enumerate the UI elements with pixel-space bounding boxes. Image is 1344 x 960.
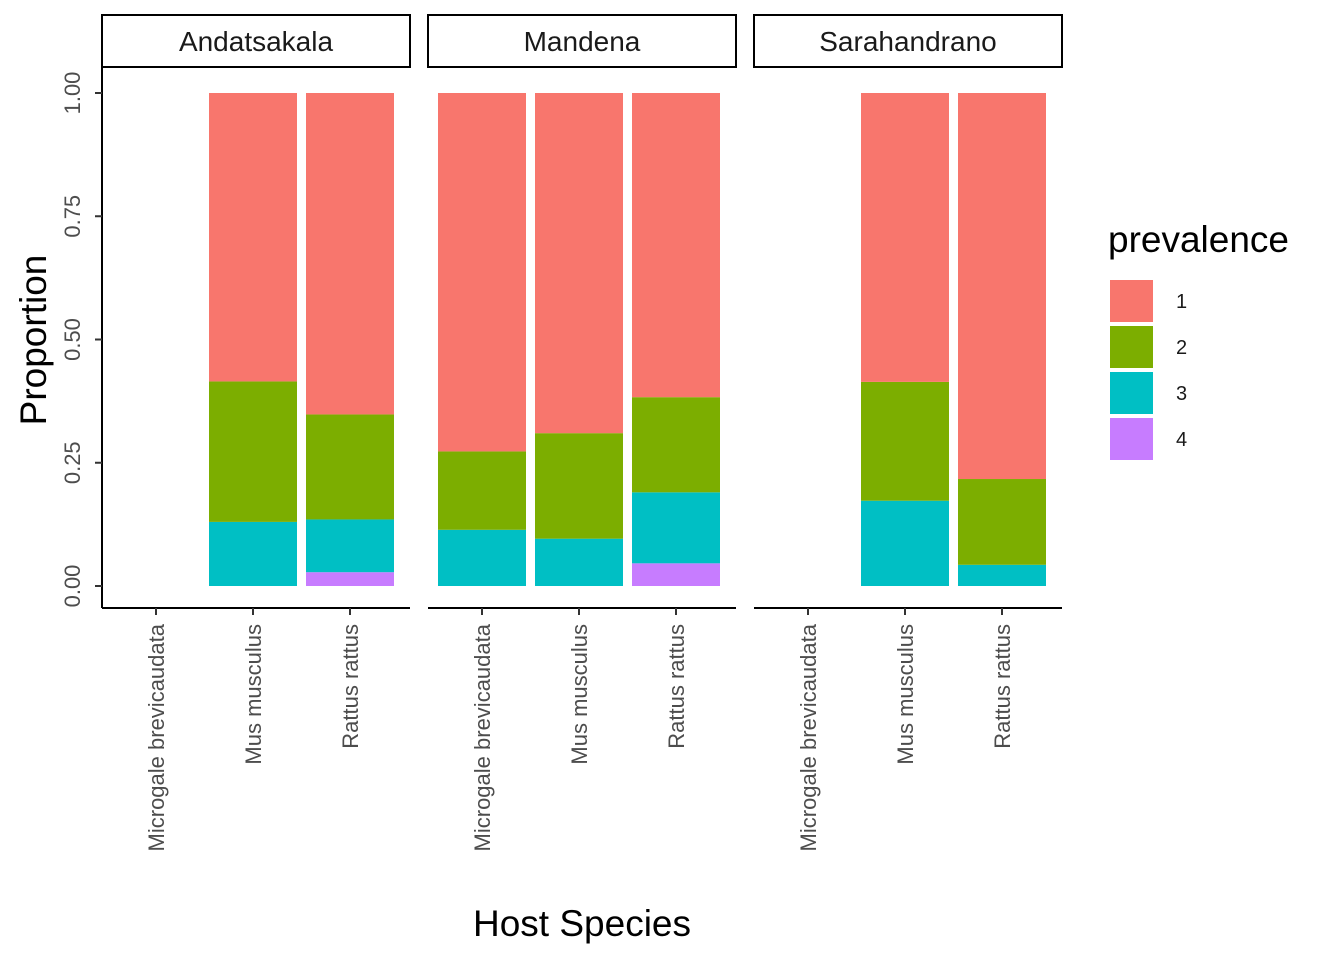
bar-segment-2 <box>438 451 526 530</box>
x-tick-label: Rattus rattus <box>338 624 363 749</box>
bar-segment-1 <box>306 93 394 415</box>
bar-segment-3 <box>861 500 949 586</box>
legend-label: 1 <box>1176 291 1187 313</box>
legend-label: 4 <box>1176 429 1187 451</box>
bar-segment-2 <box>535 433 623 539</box>
facet-strip <box>101 14 411 68</box>
facet-strip <box>427 14 737 68</box>
facet-label: Mandena <box>524 26 641 57</box>
bar-segment-3 <box>306 519 394 573</box>
x-tick-label: Microgale brevicaudata <box>796 623 821 851</box>
legend: prevalence 1 2 3 4 <box>1108 219 1289 460</box>
facet-panel: Sarahandrano Microgale brevicaudata Mus mu… <box>753 14 1063 851</box>
bar-segment-3 <box>535 538 623 586</box>
x-tick-label: Rattus rattus <box>990 624 1015 749</box>
facet-strip <box>753 14 1063 68</box>
facet-panel: Andatsakala Microgale brevicaudata Mus mus… <box>101 14 411 851</box>
x-tick-label: Mus musculus <box>567 624 592 765</box>
bar-segment-4 <box>632 563 720 586</box>
bar-segment-2 <box>209 381 297 522</box>
bar-segment-3 <box>958 564 1046 586</box>
bar-segment-1 <box>632 93 720 398</box>
x-axis-title: Host Species <box>473 903 691 944</box>
bar-segment-2 <box>306 414 394 520</box>
bar-segment-2 <box>861 381 949 501</box>
legend-swatch-3 <box>1110 372 1153 414</box>
legend-title: prevalence <box>1108 219 1289 260</box>
bar-segment-3 <box>209 521 297 586</box>
y-axis: 0.00 0.25 0.50 0.75 1.00 <box>60 67 103 608</box>
bar-segment-1 <box>438 93 526 452</box>
y-tick-label: 0.75 <box>60 195 85 238</box>
facet-label: Sarahandrano <box>819 26 996 57</box>
y-tick-label: 0.25 <box>60 441 85 484</box>
y-tick-label: 0.50 <box>60 318 85 361</box>
bar-segment-1 <box>958 93 1046 480</box>
legend-swatch-4 <box>1110 418 1153 460</box>
facet-panel: Mandena Microgale brevicaudata Mus musculu… <box>427 14 737 851</box>
bar-segment-4 <box>306 572 394 586</box>
bar-segment-1 <box>209 93 297 382</box>
x-tick-label: Rattus rattus <box>664 624 689 749</box>
legend-swatch-2 <box>1110 326 1153 368</box>
panels-layer: Andatsakala Microgale brevicaudata Mus mus… <box>101 14 1063 851</box>
bar-segment-2 <box>632 397 720 493</box>
x-tick-label: Microgale brevicaudata <box>144 623 169 851</box>
x-tick-label: Mus musculus <box>241 624 266 765</box>
facet-label: Andatsakala <box>179 26 334 57</box>
x-tick-label: Mus musculus <box>893 624 918 765</box>
bar-segment-3 <box>438 529 526 586</box>
bar-segment-2 <box>958 479 1046 565</box>
y-axis-title: Proportion <box>13 255 54 426</box>
legend-swatch-1 <box>1110 280 1153 322</box>
bar-segment-1 <box>861 93 949 382</box>
y-tick-label: 0.00 <box>60 565 85 608</box>
y-tick-label: 1.00 <box>60 72 85 115</box>
legend-label: 3 <box>1176 383 1187 405</box>
x-tick-label: Microgale brevicaudata <box>470 623 495 851</box>
bar-segment-1 <box>535 93 623 434</box>
legend-label: 2 <box>1176 337 1187 359</box>
bar-segment-3 <box>632 492 720 564</box>
